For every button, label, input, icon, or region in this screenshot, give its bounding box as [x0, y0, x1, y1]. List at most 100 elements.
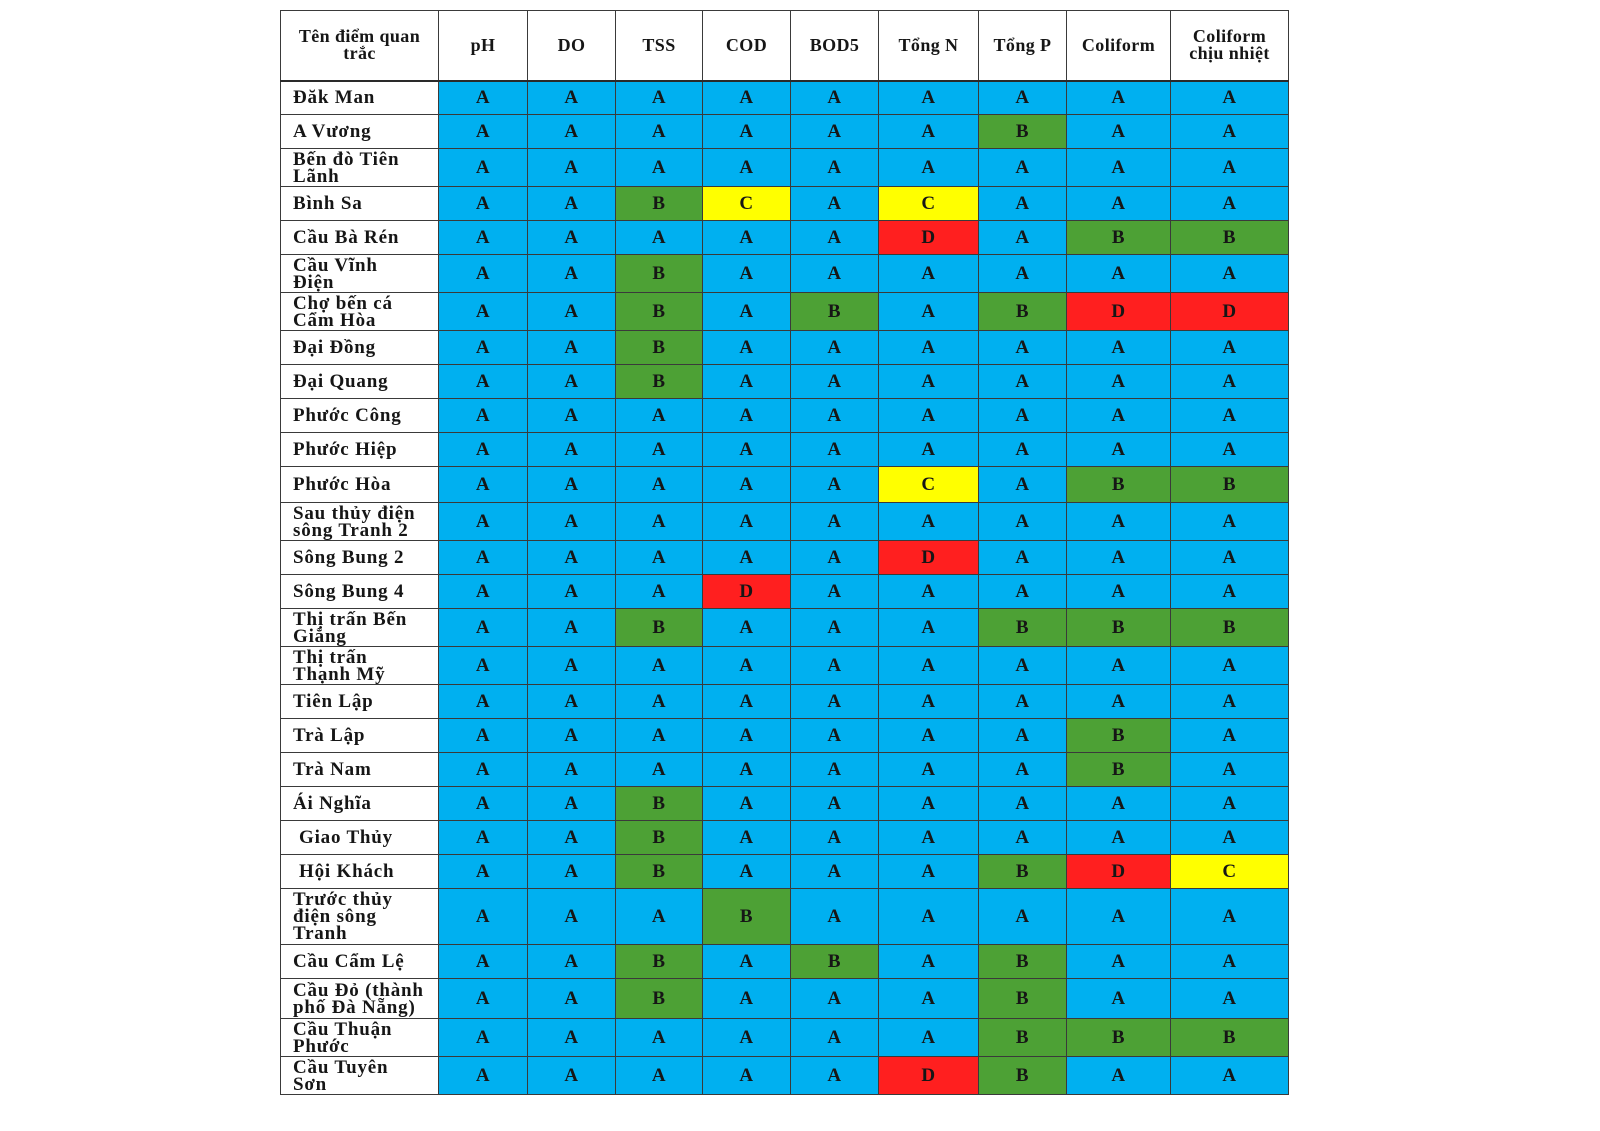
grade-cell-cod: A: [702, 292, 791, 331]
grade-cell-total-n: D: [878, 220, 979, 255]
grade-cell-total-p: A: [978, 888, 1067, 945]
grade-cell-coliform: A: [1066, 978, 1171, 1019]
grade-cell-total-n: A: [878, 364, 979, 399]
grade-cell-do: A: [527, 608, 616, 647]
grade-cell-coliform: B: [1066, 718, 1171, 753]
grade-cell-cod: A: [702, 608, 791, 647]
grade-cell-total-n: A: [878, 854, 979, 889]
grade-cell-total-p: A: [978, 684, 1067, 719]
grade-cell-ph: A: [438, 148, 528, 187]
grade-cell-total-n: A: [878, 820, 979, 855]
grade-cell-coliform: A: [1066, 364, 1171, 399]
grade-cell-tss: B: [615, 364, 703, 399]
grade-cell-do: A: [527, 330, 616, 365]
grade-cell-do: A: [527, 718, 616, 753]
station-name: Phước Hiệp: [293, 439, 398, 460]
grade-cell-ph: A: [438, 786, 528, 821]
grade-cell-ph: A: [438, 820, 528, 855]
station-name-cell: Giao Thủy: [280, 820, 439, 855]
header-bod5: BOD5: [790, 10, 879, 82]
grade-cell-total-p: B: [978, 114, 1067, 149]
grade-cell-total-p: A: [978, 646, 1067, 685]
grade-cell-total-p: A: [978, 752, 1067, 787]
grade-cell-cod: A: [702, 80, 791, 115]
grade-cell-thermotolerant-coliform: A: [1170, 148, 1289, 187]
grade-cell-total-p: B: [978, 854, 1067, 889]
grade-cell-thermotolerant-coliform: A: [1170, 364, 1289, 399]
grade-cell-do: A: [527, 786, 616, 821]
grade-cell-ph: A: [438, 292, 528, 331]
grade-cell-thermotolerant-coliform: A: [1170, 978, 1289, 1019]
grade-cell-bod5: A: [790, 148, 879, 187]
grade-cell-tss: A: [615, 80, 703, 115]
grade-cell-total-p: A: [978, 398, 1067, 433]
table-row: Chợ bến cá Cẩm Hòa A A B A B A B D D: [280, 292, 1289, 331]
grade-cell-tss: A: [615, 540, 703, 575]
grade-cell-thermotolerant-coliform: A: [1170, 80, 1289, 115]
grade-cell-total-p: A: [978, 432, 1067, 467]
table-row: Tiên Lập A A A A A A A A A: [280, 684, 1289, 719]
water-quality-table: Tên điểm quan trắc pH DO TSS COD BOD5 Tổ…: [280, 10, 1289, 1095]
station-name-cell: Ái Nghĩa: [280, 786, 439, 821]
grade-cell-cod: A: [702, 114, 791, 149]
grade-cell-tss: A: [615, 1018, 703, 1057]
station-name-cell: Bến đò Tiên Lãnh: [280, 148, 439, 187]
grade-cell-total-p: A: [978, 718, 1067, 753]
grade-cell-cod: A: [702, 432, 791, 467]
table-row: Hội Khách A A B A A A B D C: [280, 854, 1289, 889]
grade-cell-bod5: B: [790, 944, 879, 979]
grade-cell-total-p: A: [978, 220, 1067, 255]
grade-cell-thermotolerant-coliform: A: [1170, 254, 1289, 293]
grade-cell-ph: A: [438, 114, 528, 149]
grade-cell-do: A: [527, 1056, 616, 1095]
station-name: Thị trấn Bến Giằng: [293, 608, 408, 647]
grade-cell-total-n: A: [878, 718, 979, 753]
table-row: Giao Thủy A A B A A A A A A: [280, 820, 1289, 855]
station-name: Chợ bến cá Cẩm Hòa: [293, 292, 393, 331]
grade-cell-do: A: [527, 820, 616, 855]
grade-cell-cod: A: [702, 220, 791, 255]
grade-cell-bod5: A: [790, 574, 879, 609]
grade-cell-do: A: [527, 254, 616, 293]
grade-cell-tss: A: [615, 752, 703, 787]
grade-cell-thermotolerant-coliform: A: [1170, 646, 1289, 685]
grade-cell-tss: A: [615, 502, 703, 541]
grade-cell-do: A: [527, 80, 616, 115]
grade-cell-total-p: A: [978, 466, 1067, 503]
station-name-cell: Thị trấn Bến Giằng: [280, 608, 439, 647]
table-row: Cầu Vĩnh Điện A A B A A A A A A: [280, 254, 1289, 293]
station-name: Cầu Tuyên Sơn: [293, 1056, 389, 1095]
station-name-cell: Sau thủy điện sông Tranh 2: [280, 502, 439, 541]
grade-cell-ph: A: [438, 574, 528, 609]
grade-cell-ph: A: [438, 80, 528, 115]
grade-cell-do: A: [527, 364, 616, 399]
grade-cell-coliform: A: [1066, 888, 1171, 945]
table-row: Cầu Tuyên Sơn A A A A A D B A A: [280, 1056, 1289, 1095]
grade-cell-ph: A: [438, 502, 528, 541]
grade-cell-bod5: A: [790, 1018, 879, 1057]
station-name: Hội Khách: [299, 861, 395, 882]
grade-cell-thermotolerant-coliform: B: [1170, 608, 1289, 647]
grade-cell-bod5: A: [790, 330, 879, 365]
grade-cell-do: A: [527, 1018, 616, 1057]
header-do: DO: [527, 10, 616, 82]
station-name: Phước Công: [293, 405, 402, 426]
grade-cell-total-p: A: [978, 820, 1067, 855]
grade-cell-tss: A: [615, 466, 703, 503]
grade-cell-tss: B: [615, 820, 703, 855]
station-name: A Vương: [293, 121, 372, 142]
grade-cell-ph: A: [438, 684, 528, 719]
grade-cell-cod: A: [702, 540, 791, 575]
grade-cell-bod5: A: [790, 978, 879, 1019]
grade-cell-tss: A: [615, 574, 703, 609]
grade-cell-total-n: A: [878, 786, 979, 821]
table-row: Ái Nghĩa A A B A A A A A A: [280, 786, 1289, 821]
grade-cell-bod5: A: [790, 540, 879, 575]
grade-cell-cod: A: [702, 854, 791, 889]
grade-cell-total-p: A: [978, 540, 1067, 575]
grade-cell-coliform: A: [1066, 944, 1171, 979]
grade-cell-bod5: A: [790, 254, 879, 293]
grade-cell-total-n: A: [878, 330, 979, 365]
grade-cell-thermotolerant-coliform: A: [1170, 752, 1289, 787]
